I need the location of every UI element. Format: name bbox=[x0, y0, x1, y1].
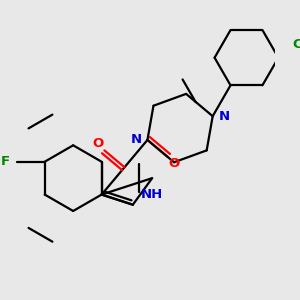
Text: O: O bbox=[169, 157, 180, 170]
Text: O: O bbox=[92, 137, 103, 150]
Text: N: N bbox=[131, 134, 142, 146]
Text: Cl: Cl bbox=[292, 38, 300, 51]
Text: NH: NH bbox=[141, 188, 163, 200]
Text: F: F bbox=[1, 155, 10, 168]
Text: N: N bbox=[218, 110, 230, 123]
